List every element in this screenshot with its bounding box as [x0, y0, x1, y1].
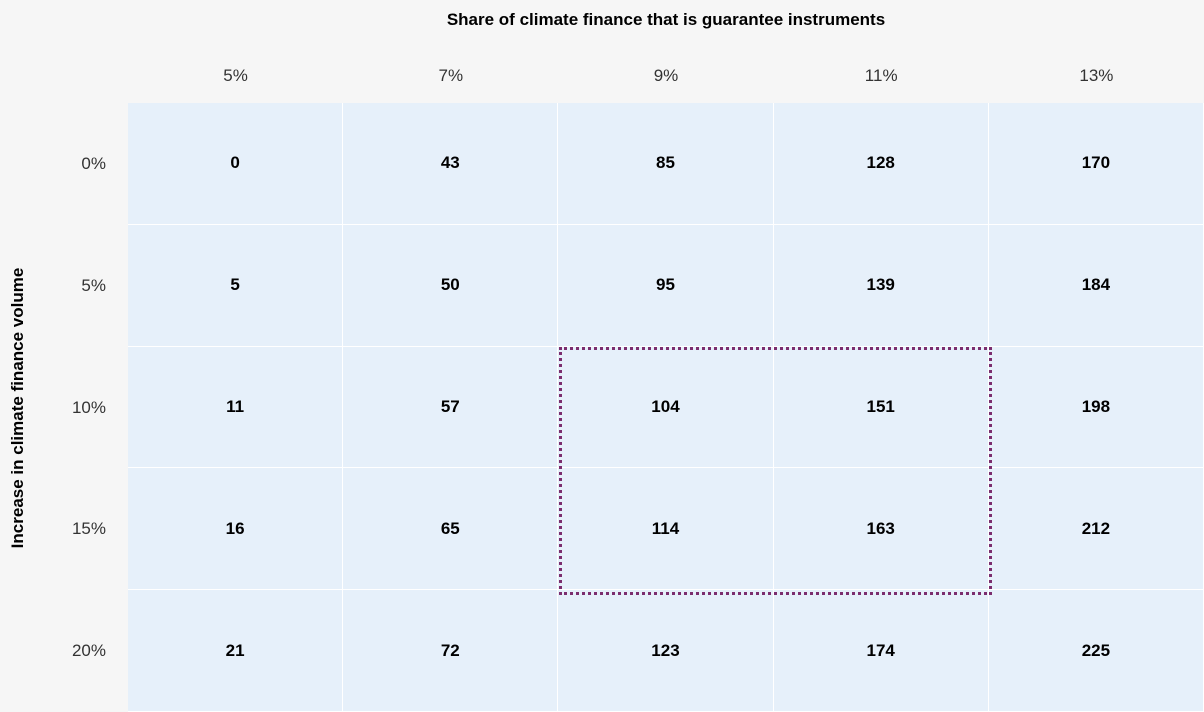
column-header: 5% [223, 66, 248, 85]
table-cell: 114 [558, 468, 774, 591]
row-header: 5% [81, 275, 106, 295]
table-cell: 65 [343, 468, 559, 591]
row-header: 20% [71, 641, 106, 661]
table-cell: 57 [343, 346, 559, 469]
table-cell: 123 [558, 590, 774, 712]
column-header: 9% [653, 66, 679, 85]
column-header: 7% [438, 66, 464, 85]
table-cell: 72 [343, 590, 559, 712]
table-cell: 198 [988, 346, 1204, 469]
column-title: Share of climate finance that is guarant… [446, 10, 886, 29]
column-header: 11% [864, 66, 898, 85]
table-cell: 225 [988, 590, 1204, 712]
table-cell: 151 [773, 346, 989, 469]
table-cell: 0 [128, 103, 344, 225]
table-cell: 170 [988, 103, 1204, 225]
table-cell: 21 [128, 590, 344, 712]
row-header: 10% [71, 397, 106, 417]
column-header: 13% [1079, 66, 1114, 85]
table-cell: 5 [128, 224, 344, 347]
table-cell: 43 [343, 103, 559, 225]
highlight-box [559, 347, 992, 595]
table-cell: 128 [773, 103, 989, 225]
table-cell: 163 [773, 468, 989, 591]
table-cell: 11 [128, 346, 344, 469]
table-cell: 139 [773, 224, 989, 347]
table-cell: 212 [988, 468, 1204, 591]
table-cell: 95 [558, 224, 774, 347]
table-cell: 16 [128, 468, 344, 591]
row-header: 15% [71, 519, 106, 539]
table-cell: 85 [558, 103, 774, 225]
table-cell: 50 [343, 224, 559, 347]
table-cell: 184 [988, 224, 1204, 347]
table-cell: 174 [773, 590, 989, 712]
row-header: 0% [81, 153, 106, 173]
table-cell: 104 [558, 346, 774, 469]
